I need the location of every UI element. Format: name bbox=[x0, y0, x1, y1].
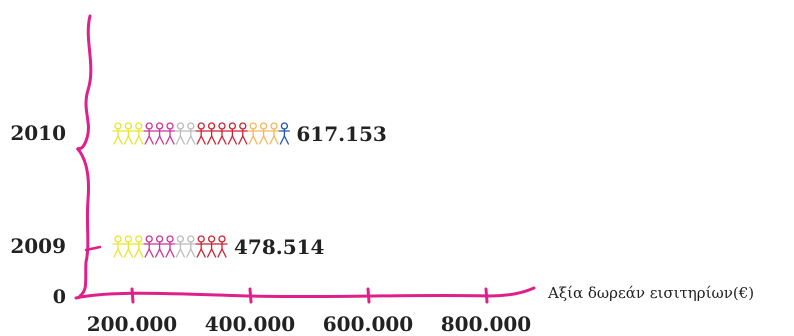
person-figure bbox=[216, 235, 228, 258]
person-figure bbox=[174, 122, 187, 145]
person-figure bbox=[257, 122, 270, 145]
arrow-tick-2009 bbox=[84, 245, 102, 252]
x-tick-label: 200.000 bbox=[87, 312, 177, 336]
person-figure bbox=[112, 122, 124, 145]
x-tick-label: 800.000 bbox=[441, 312, 531, 336]
person-figure bbox=[164, 235, 176, 258]
x-axis-title: Αξία δωρεάν εισιτηρίων(€) bbox=[547, 284, 754, 302]
x-tick-mark bbox=[484, 287, 489, 304]
pictograph-rows bbox=[112, 122, 291, 258]
x-axis-line bbox=[74, 286, 536, 300]
person-figure bbox=[133, 122, 145, 145]
person-figure bbox=[237, 122, 249, 145]
person-figure bbox=[174, 235, 187, 258]
person-figure bbox=[195, 235, 207, 258]
x-tick-mark bbox=[248, 287, 253, 304]
x-tick-mark bbox=[366, 287, 371, 304]
x-axis-ticks bbox=[130, 287, 489, 304]
x-axis-tick-labels: 200.000 400.000 600.000 800.000 bbox=[87, 312, 531, 336]
x-tick-label: 600.000 bbox=[323, 312, 413, 336]
person-figure bbox=[185, 122, 197, 145]
person-figure bbox=[185, 235, 197, 258]
y-category-label: 2010 bbox=[10, 121, 66, 145]
person-figure bbox=[153, 235, 166, 258]
person-figure bbox=[226, 122, 239, 145]
x-tick-mark bbox=[130, 287, 135, 304]
person-figure bbox=[122, 235, 135, 258]
person-figure bbox=[216, 122, 228, 145]
person-figure bbox=[122, 122, 135, 145]
value-labels: 478.514 617.153 bbox=[234, 122, 387, 259]
origin-label: 0 bbox=[53, 286, 66, 308]
person-figure bbox=[268, 122, 280, 145]
y-category-label: 2009 bbox=[10, 234, 66, 258]
x-tick-label: 400.000 bbox=[205, 312, 295, 336]
person-figure bbox=[153, 122, 166, 145]
value-label: 617.153 bbox=[296, 122, 386, 146]
person-figure bbox=[133, 235, 145, 258]
person-figure bbox=[205, 122, 218, 145]
person-figure bbox=[164, 122, 176, 145]
person-figure bbox=[205, 235, 218, 258]
axes bbox=[74, 14, 536, 300]
person-figure bbox=[278, 122, 291, 145]
person-figure bbox=[247, 122, 259, 145]
person-figure bbox=[112, 235, 124, 258]
y-axis-labels: 2009 2010 bbox=[10, 121, 66, 258]
y-axis-line bbox=[75, 14, 93, 298]
person-figure bbox=[195, 122, 207, 145]
person-figure bbox=[143, 235, 155, 258]
person-figure bbox=[143, 122, 155, 145]
value-label: 478.514 bbox=[234, 235, 325, 259]
